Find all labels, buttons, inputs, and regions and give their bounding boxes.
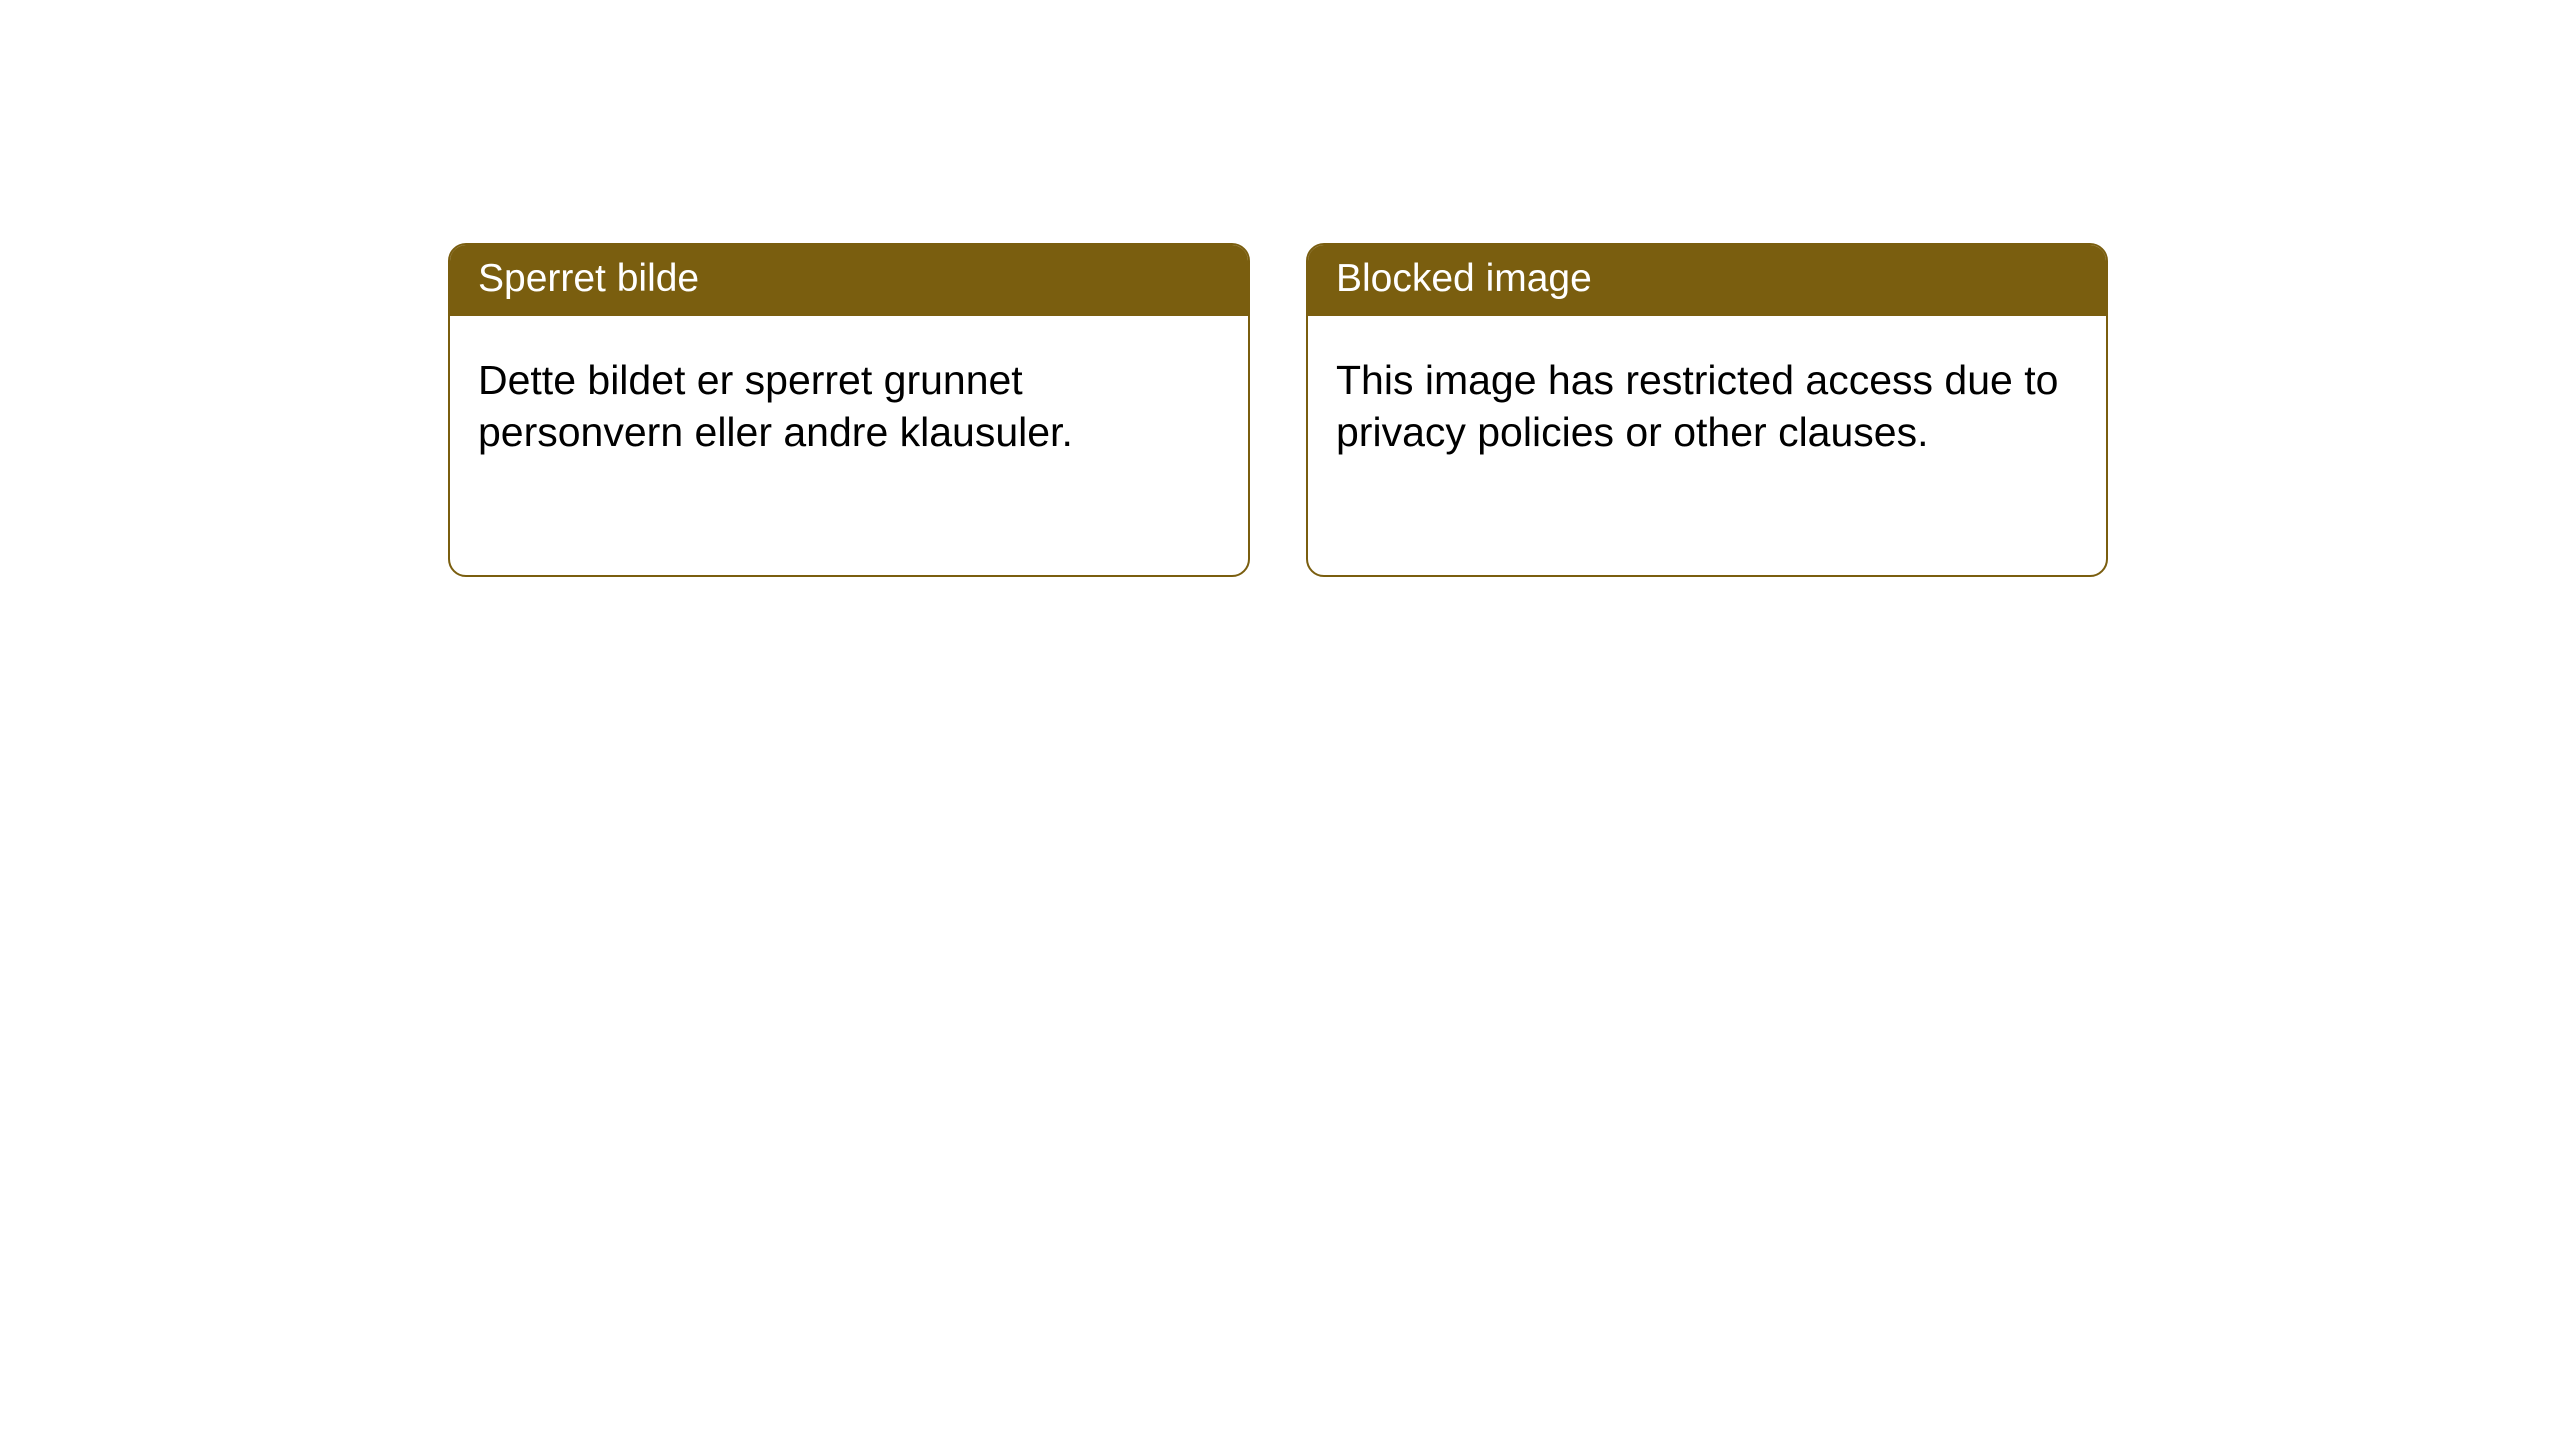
blocked-image-notice-english: Blocked image This image has restricted … [1306,243,2108,577]
notice-body-norwegian: Dette bildet er sperret grunnet personve… [450,316,1248,486]
notice-container: Sperret bilde Dette bildet er sperret gr… [0,0,2560,577]
blocked-image-notice-norwegian: Sperret bilde Dette bildet er sperret gr… [448,243,1250,577]
notice-title-english: Blocked image [1308,245,2106,316]
notice-title-norwegian: Sperret bilde [450,245,1248,316]
notice-body-english: This image has restricted access due to … [1308,316,2106,486]
